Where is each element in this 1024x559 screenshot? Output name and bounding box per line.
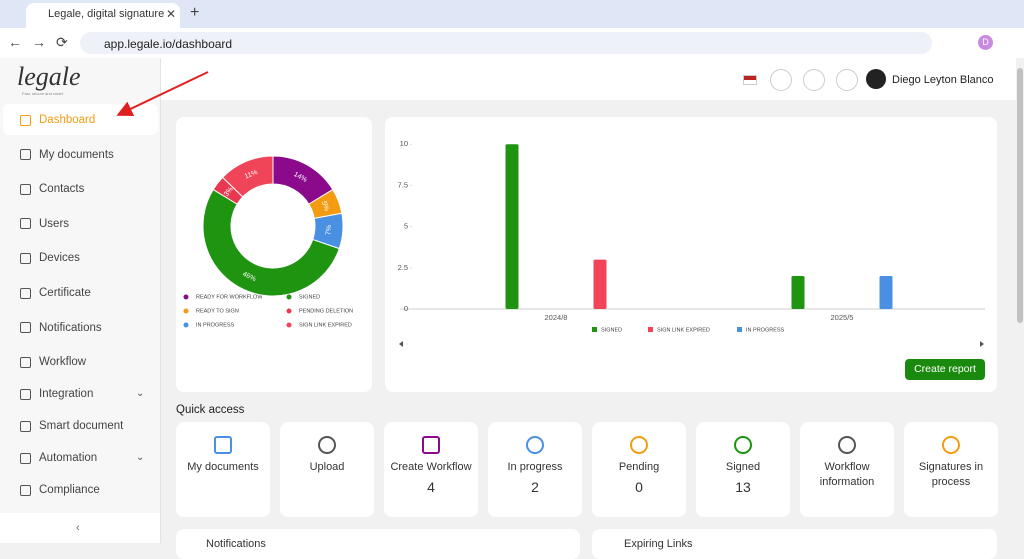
quick-access-card[interactable]: Workflow information: [800, 422, 894, 517]
nav-icon: [20, 114, 31, 126]
card-label: Workflow information: [819, 461, 875, 488]
quick-access-card[interactable]: Signatures in process: [904, 422, 998, 517]
nav-label: Smart document: [39, 420, 124, 432]
card-count: 0: [635, 479, 643, 495]
card-label: Upload: [309, 461, 345, 473]
card-icon: [318, 436, 336, 454]
card-icon: [942, 436, 960, 454]
theme-button[interactable]: [836, 69, 858, 91]
card-icon: [734, 436, 752, 454]
nav-label: Notifications: [39, 321, 102, 334]
collapse-button[interactable]: ‹: [76, 522, 80, 534]
logo[interactable]: legale: [17, 62, 81, 91]
nav-icon: [20, 420, 31, 432]
card-count: 4: [427, 479, 435, 495]
nav-icon: [20, 322, 31, 334]
logo-tagline: Fast, secure and smart: [22, 91, 63, 96]
nav-label: Compliance: [39, 484, 100, 496]
nav-label: Devices: [39, 252, 80, 265]
card-label: Signed: [725, 461, 761, 473]
nav-icon: [20, 183, 31, 195]
nav-item[interactable]: Dashboard: [0, 105, 158, 135]
quick-access-card[interactable]: Upload: [280, 422, 374, 517]
section-title: Quick access: [176, 404, 245, 416]
bar-card: [385, 117, 997, 392]
card-label: My documents: [187, 461, 259, 473]
nav-item[interactable]: Compliance: [0, 475, 158, 505]
nav-item[interactable]: My documents: [0, 140, 158, 170]
tab-close[interactable]: ✕: [166, 7, 177, 21]
card-title: Expiring Links: [624, 538, 693, 550]
tab-title: Legale, digital signature: [48, 8, 165, 20]
nav-label: Workflow: [39, 356, 87, 369]
card-icon: [422, 436, 440, 454]
tab[interactable]: [26, 3, 180, 28]
support-button[interactable]: [770, 69, 792, 91]
card-label: Pending: [618, 461, 660, 473]
nav-item[interactable]: Devices: [0, 243, 158, 273]
user-avatar[interactable]: [866, 69, 886, 89]
nav-icon: [20, 356, 31, 368]
card-icon: [526, 436, 544, 454]
language-flag[interactable]: [743, 75, 757, 85]
top-header: [161, 58, 1016, 100]
quick-access-card[interactable]: Pending 0: [592, 422, 686, 517]
notifications-button[interactable]: [803, 69, 825, 91]
card-icon: [630, 436, 648, 454]
nav-label: Automation: [39, 452, 98, 464]
new-tab[interactable]: +: [190, 4, 200, 21]
nav-buttons[interactable]: ←→⟳: [8, 34, 78, 50]
address-bar[interactable]: [80, 32, 932, 54]
nav-item[interactable]: Integration: [0, 379, 158, 409]
nav-label: My documents: [39, 148, 114, 161]
quick-access-card[interactable]: In progress 2: [488, 422, 582, 517]
nav-icon: [20, 149, 31, 161]
nav-item[interactable]: Workflow: [0, 347, 158, 377]
nav-item[interactable]: Users: [0, 209, 158, 239]
card-count: 13: [735, 479, 751, 495]
quick-access-card[interactable]: Create Workflow 4: [384, 422, 478, 517]
profile-avatar[interactable]: D: [978, 35, 993, 50]
nav-icon: [20, 484, 31, 496]
nav-item[interactable]: Automation: [0, 443, 158, 473]
donut-card: [176, 117, 372, 392]
url: app.legale.io/dashboard: [104, 37, 233, 51]
sidebar: [0, 58, 161, 543]
user-name[interactable]: Diego Leyton Blanco: [892, 74, 994, 86]
quick-access-card[interactable]: Signed 13: [696, 422, 790, 517]
card-label: In progress: [507, 461, 563, 473]
card-icon: [838, 436, 856, 454]
nav-label: Dashboard: [39, 114, 96, 126]
chevron[interactable]: ⌄: [136, 388, 145, 399]
nav-icon: [20, 388, 31, 400]
sidebar-footer: [0, 513, 160, 543]
card-icon: [214, 436, 232, 454]
card-label: Create Workflow: [390, 461, 472, 473]
nav-icon: [20, 218, 31, 230]
scrollbar-thumb[interactable]: [1017, 68, 1023, 323]
card-title: Notifications: [206, 538, 266, 550]
nav-label: Contacts: [39, 183, 85, 196]
nav-label: Users: [39, 217, 70, 230]
nav-icon: [20, 287, 31, 299]
chevron[interactable]: ⌄: [136, 452, 145, 463]
nav-label: Certificate: [39, 287, 91, 299]
nav-item[interactable]: Certificate: [0, 278, 158, 308]
nav-icon: [20, 252, 31, 264]
nav-item[interactable]: Notifications: [0, 313, 158, 343]
create-report-button[interactable]: Create report: [905, 359, 985, 380]
nav-icon: [20, 452, 31, 464]
nav-label: Integration: [39, 388, 94, 400]
card-count: 2: [531, 479, 539, 495]
nav-item[interactable]: Smart document: [0, 411, 158, 441]
quick-access-card[interactable]: My documents: [176, 422, 270, 517]
nav-item[interactable]: Contacts: [0, 174, 158, 204]
card-label: Signatures in process: [918, 461, 984, 488]
